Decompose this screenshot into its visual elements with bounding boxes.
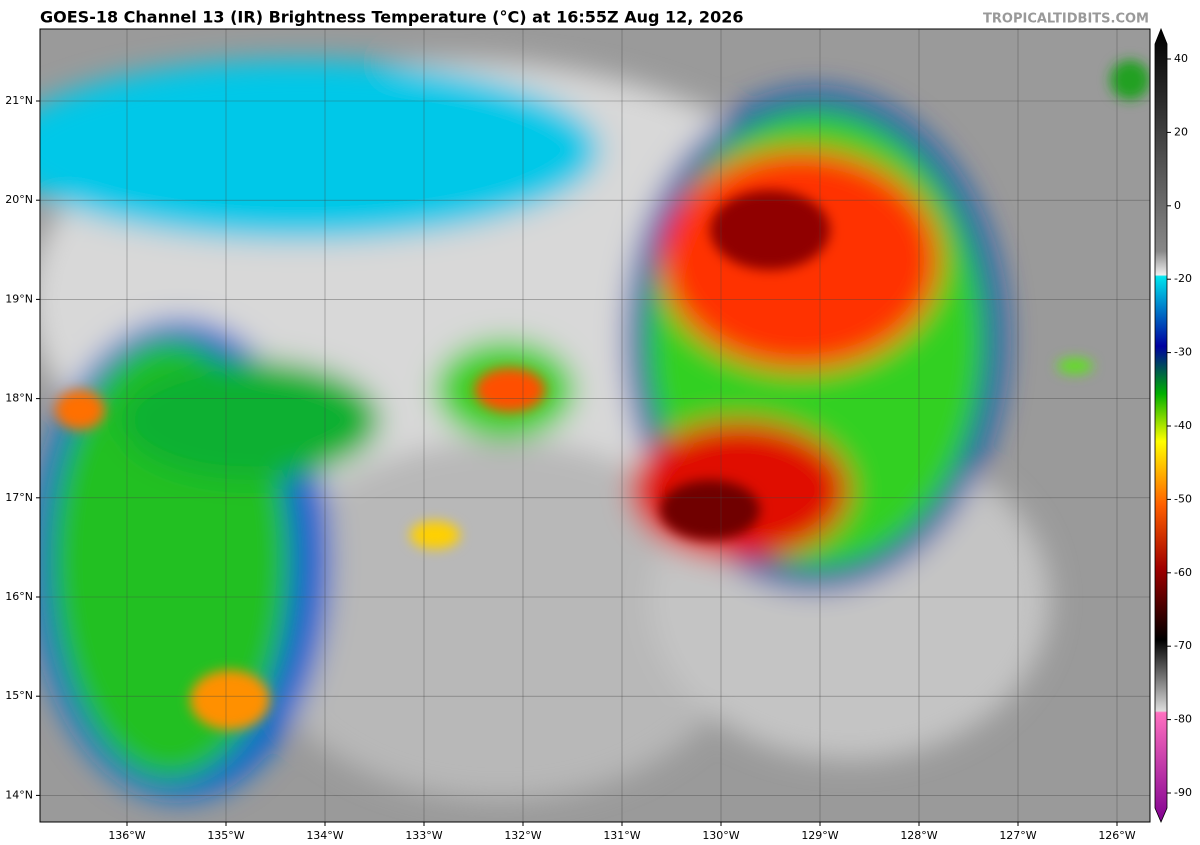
colorbar-label: -60	[1174, 566, 1192, 579]
lat-label: 14°N	[5, 788, 33, 801]
lon-label: 127°W	[999, 829, 1036, 842]
colorbar-label: -20	[1174, 272, 1192, 285]
colorbar-label: -40	[1174, 419, 1192, 432]
colorbar-label: -90	[1174, 786, 1192, 799]
lat-label: 17°N	[5, 491, 33, 504]
lon-label: 130°W	[702, 829, 739, 842]
satellite-image	[40, 29, 1150, 822]
lon-label: 128°W	[900, 829, 937, 842]
lat-label: 16°N	[5, 590, 33, 603]
lat-label: 21°N	[5, 94, 33, 107]
watermark: TROPICALTIDBITS.COM	[983, 12, 1149, 27]
lat-label: 20°N	[5, 193, 33, 206]
lon-label: 134°W	[306, 829, 343, 842]
lat-label: 19°N	[5, 292, 33, 305]
lon-label: 131°W	[603, 829, 640, 842]
lon-label: 132°W	[504, 829, 541, 842]
lon-label: 126°W	[1098, 829, 1135, 842]
colorbar	[1154, 27, 1168, 824]
lon-label: 136°W	[108, 829, 145, 842]
map-frame	[39, 28, 1151, 823]
lon-label: 133°W	[405, 829, 442, 842]
colorbar-label: -70	[1174, 639, 1192, 652]
colorbar-label: 0	[1174, 199, 1181, 212]
colorbar-label: -80	[1174, 713, 1192, 726]
colorbar-label: 20	[1174, 125, 1188, 138]
lat-label: 15°N	[5, 689, 33, 702]
colorbar-label: 40	[1174, 52, 1188, 65]
colorbar-label: -50	[1174, 492, 1192, 505]
lat-label: 18°N	[5, 392, 33, 405]
title: GOES-18 Channel 13 (IR) Brightness Tempe…	[40, 8, 743, 27]
lon-label: 129°W	[801, 829, 838, 842]
colorbar-label: -30	[1174, 346, 1192, 359]
lon-label: 135°W	[207, 829, 244, 842]
